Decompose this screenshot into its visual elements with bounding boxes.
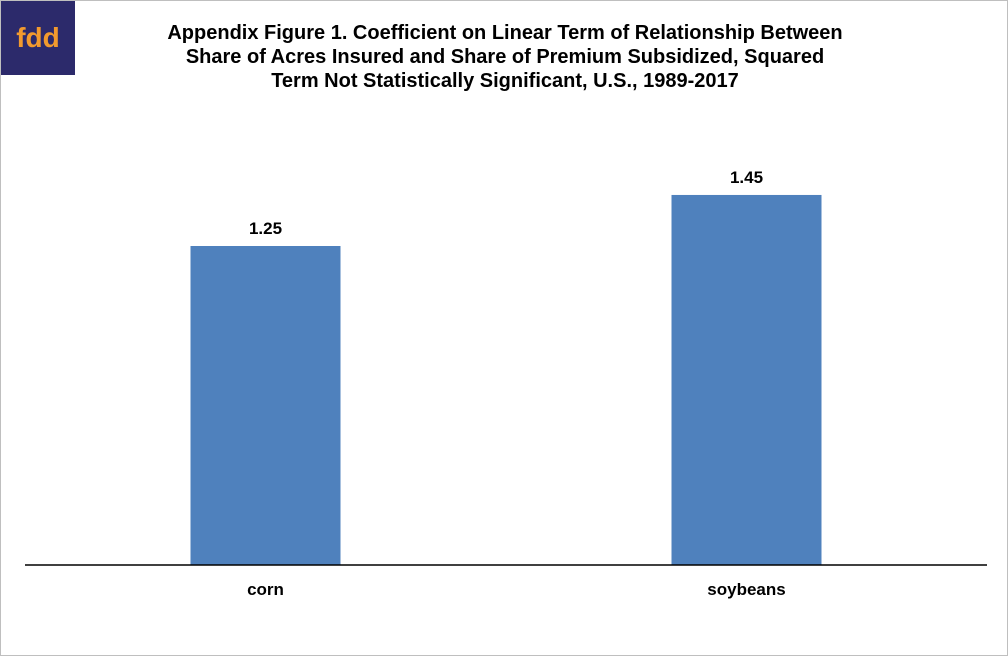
bar-corn [190,246,341,565]
chart-title: Appendix Figure 1. Coefficient on Linear… [85,21,925,93]
title-line-2: Share of Acres Insured and Share of Prem… [185,46,825,68]
fdd-logo: fdd [1,1,75,75]
title-line-3: Term Not Statistically Significant, U.S.… [271,70,739,92]
bars-group [190,194,822,565]
labels-group: 1.25 corn 1.45 soybeans [247,168,786,599]
logo-text: fdd [16,22,60,53]
title-line-1: Appendix Figure 1. Coefficient on Linear… [167,22,843,44]
data-label-soybeans: 1.45 [730,168,763,187]
bar-soybeans [671,194,822,565]
category-label-corn: corn [247,580,284,599]
category-label-soybeans: soybeans [707,580,785,599]
data-label-corn: 1.25 [249,219,282,238]
